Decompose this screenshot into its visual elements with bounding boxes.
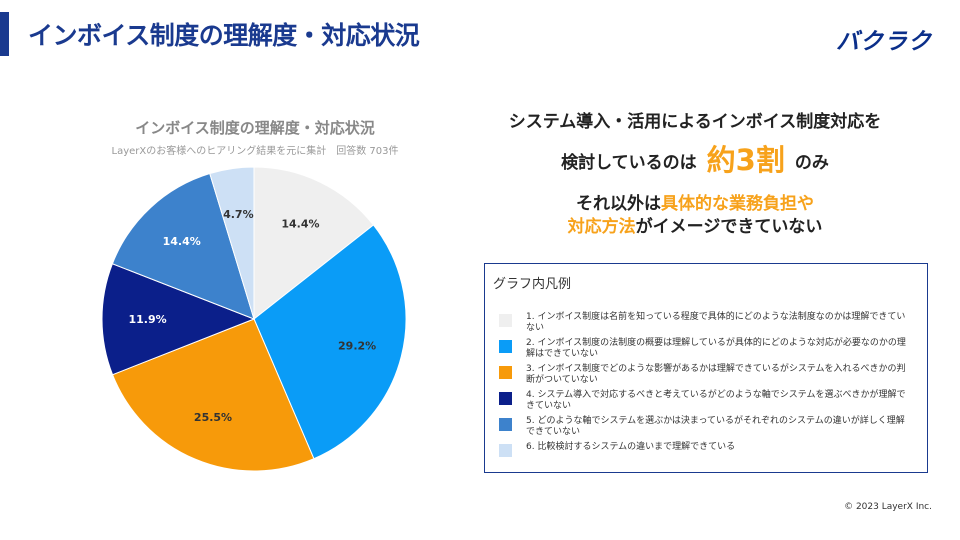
legend-swatch: [499, 392, 512, 405]
legend-box: グラフ内凡例 1. インボイス制度は名前を知っている程度で具体的にどのような法制…: [484, 263, 928, 473]
pie-label-1: 14.4%: [281, 217, 319, 230]
legend-item: 3. インボイス制度でどのような影響があるかは理解できているがシステムを入れるべ…: [499, 364, 917, 390]
title-accent-bar: [0, 12, 9, 56]
legend-swatch: [499, 314, 512, 327]
headline-line-4-rest: がイメージできていない: [635, 217, 823, 237]
headline-line-3: それ以外は具体的な業務負担や: [470, 189, 920, 214]
chart-subtitle: LayerXのお客様へのヒアリング結果を元に集計 回答数 703件: [111, 146, 399, 157]
legend-list: 1. インボイス制度は名前を知っている程度で具体的にどのような法制度なのかは理解…: [499, 312, 917, 468]
legend-swatch: [499, 340, 512, 353]
legend-item: 2. インボイス制度の法制度の概要は理解しているが具体的にどのような対応が必要な…: [499, 338, 917, 364]
pie-label-6: 4.7%: [223, 208, 254, 221]
chart-title: インボイス制度の理解度・対応状況: [135, 119, 375, 137]
legend-item: 4. システム導入で対応するべきと考えているがどのような軸でシステムを選ぶべきか…: [499, 390, 917, 416]
pie-label-2: 29.2%: [338, 339, 376, 352]
legend-title: グラフ内凡例: [493, 277, 572, 292]
pie-slice-5: [111, 172, 255, 320]
legend-item: 1. インボイス制度は名前を知っている程度で具体的にどのような法制度なのかは理解…: [499, 312, 917, 338]
legend-text: 3. インボイス制度でどのような影響があるかは理解できているがシステムを入れるべ…: [526, 364, 906, 385]
pie-slice-1: [253, 166, 375, 321]
headline-highlight-2: 対応方法: [567, 217, 636, 237]
headline-line-1: システム導入・活用によるインボイス制度対応を: [508, 112, 882, 132]
headline-highlight-1: 具体的な業務負担や: [661, 194, 814, 214]
legend-text: 5. どのような軸でシステムを選ぶかは決まっているがそれぞれのシステムの違いが詳…: [526, 416, 905, 437]
legend-swatch: [499, 444, 512, 457]
legend-swatch: [499, 366, 512, 379]
legend-text: 4. システム導入で対応するべきと考えているがどのような軸でシステムを選ぶべきか…: [526, 390, 906, 411]
legend-text: 1. インボイス制度は名前を知っている程度で具体的にどのような法制度なのかは理解…: [526, 312, 906, 333]
legend-text: 6. 比較検討するシステムの違いまで理解できている: [526, 442, 736, 452]
legend-item: 6. 比較検討するシステムの違いまで理解できている: [499, 442, 917, 468]
brand-logo: バクラク: [836, 29, 932, 55]
copyright: © 2023 LayerX Inc.: [844, 502, 932, 512]
legend-swatch: [499, 418, 512, 431]
headline-line-2-after: のみ: [794, 153, 829, 173]
slide-title: インボイス制度の理解度・対応状況: [28, 21, 420, 50]
headline-line-3-prefix: それ以外は: [576, 194, 661, 214]
headline-line-2-before: 検討しているのは: [561, 153, 697, 173]
pie-slice-3: [111, 318, 315, 472]
legend-item: 5. どのような軸でシステムを選ぶかは決まっているがそれぞれのシステムの違いが詳…: [499, 416, 917, 442]
pie-slice-2: [253, 224, 407, 460]
pie-label-4: 11.9%: [129, 313, 167, 326]
headline-emphasis: 約3割: [706, 143, 785, 177]
pie-label-5: 14.4%: [163, 235, 201, 248]
legend-text: 2. インボイス制度の法制度の概要は理解しているが具体的にどのような対応が必要な…: [526, 338, 906, 359]
pie-slice-4: [101, 263, 256, 376]
headline-line-4: 対応方法がイメージできていない: [470, 212, 920, 237]
pie-slice-6: [209, 166, 255, 320]
pie-chart: 14.4% 29.2% 25.5% 11.9% 14.4% 4.7%: [101, 166, 407, 472]
pie-label-3: 25.5%: [194, 411, 232, 424]
headline-line-2: 検討しているのは 約3割 のみ: [470, 135, 920, 177]
